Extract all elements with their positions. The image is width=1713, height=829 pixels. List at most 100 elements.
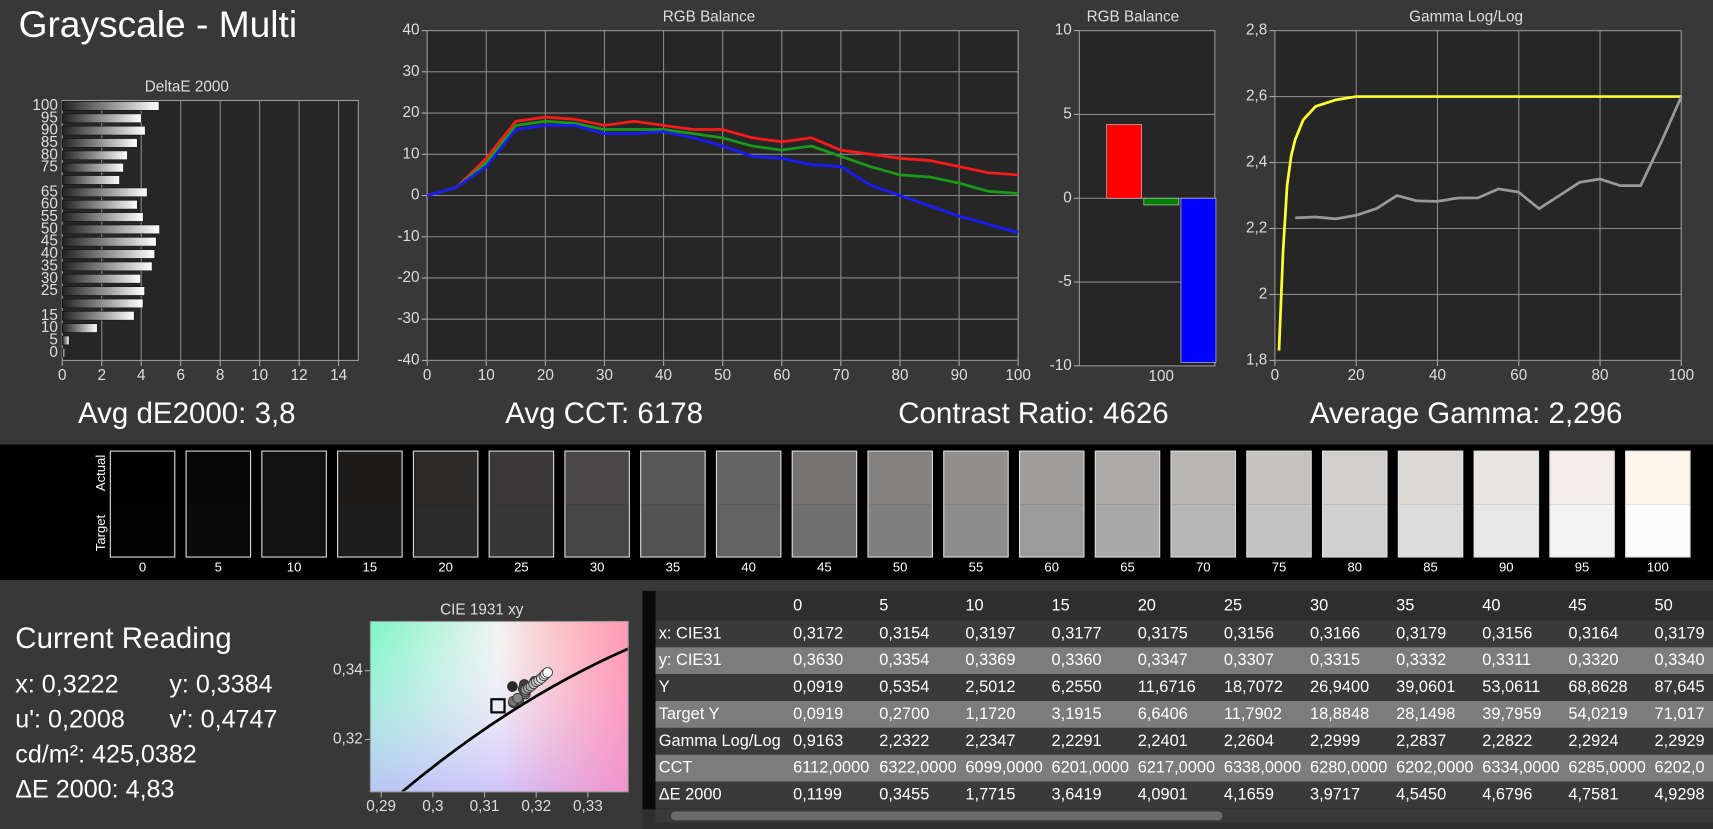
chart-title: DeltaE 2000: [145, 78, 229, 95]
series-line: [426, 119, 1019, 197]
table-cell: 39,0601: [1396, 678, 1455, 696]
y-tick-label: -20: [397, 269, 419, 286]
swatch-target: [1398, 504, 1463, 558]
swatch-actual: [337, 451, 403, 505]
x-tick-label: 20: [1348, 367, 1365, 384]
swatch-border: [867, 450, 933, 558]
table-cell: 0,3315: [1310, 651, 1360, 669]
chart-title: RGB Balance: [663, 9, 756, 26]
x-tick-label: 10: [478, 367, 495, 384]
swatch-label: 60: [1044, 559, 1059, 574]
table-row: [655, 754, 1713, 782]
x-tick-label: 100: [1669, 367, 1695, 384]
summary-stat: Contrast Ratio: 4626: [898, 397, 1168, 430]
column-header: 0: [793, 597, 802, 615]
swatch-target: [1625, 504, 1691, 558]
swatch-label: 35: [666, 559, 681, 574]
swatch-border: [1397, 450, 1464, 558]
scroll-thumb[interactable]: [670, 811, 1223, 821]
table-row: [655, 781, 1713, 809]
x-tick-label: 80: [891, 367, 908, 384]
table-cell: 3,1915: [1052, 705, 1102, 723]
swatch-border: [1473, 450, 1540, 558]
swatch-target: [1322, 504, 1388, 558]
swatch-label: 90: [1499, 559, 1514, 574]
x-tick-label: 0: [423, 367, 432, 384]
bar: [61, 286, 145, 296]
swatch-border: [1549, 450, 1615, 558]
bar: [61, 200, 138, 210]
swatch-border: [1322, 450, 1388, 558]
swatch-target: [943, 504, 1009, 558]
table-cell: 6,2550: [1052, 678, 1102, 696]
swatch-border: [1018, 450, 1085, 558]
bar: [1106, 124, 1142, 199]
y-tick-label: 65: [41, 183, 58, 200]
y-tick-label: 40: [403, 22, 420, 39]
table-cell: 26,9400: [1310, 678, 1369, 696]
bar: [61, 101, 160, 111]
table-cell: 2,2401: [1138, 732, 1188, 750]
table-cell: 0,3154: [879, 624, 929, 642]
bar: [61, 187, 148, 197]
y-tick-label: 5: [1063, 105, 1072, 122]
point: [512, 692, 523, 704]
swatch-border: [337, 450, 403, 558]
table-cell: 1,7715: [965, 786, 1015, 804]
bar: [61, 113, 142, 123]
table-cell: 2,5012: [965, 678, 1015, 696]
swatch-border: [640, 450, 706, 558]
table-cell: 4,9298: [1655, 786, 1705, 804]
table-row: [655, 700, 1713, 728]
y-tick-label: 40: [41, 245, 58, 262]
table-cell: 4,1659: [1224, 786, 1274, 804]
table-cell: 0,3320: [1568, 651, 1618, 669]
x-tick-label: 14: [330, 367, 348, 384]
swatch-label: 65: [1120, 559, 1135, 574]
swatch-border: [564, 450, 630, 558]
swatch-actual: [1398, 451, 1463, 505]
swatch-label: 20: [438, 559, 453, 574]
table-cell: 87,645: [1655, 678, 1705, 696]
column-header: 15: [1052, 597, 1070, 615]
swatch-target: [1095, 504, 1160, 558]
y-tick-label: 55: [41, 208, 58, 225]
bar: [61, 274, 141, 284]
table: 0 5 10 15 20 25 30 35 40 45 50 x: CIE31 0,3172 0,3154…: [642, 590, 1713, 829]
summary-stat: Avg CCT: 6178: [505, 397, 703, 430]
table-row: [655, 727, 1713, 755]
plot-area: [1274, 30, 1682, 361]
swatch-border: [1170, 450, 1237, 558]
table-cell: 71,017: [1655, 705, 1705, 723]
reading-title: Current Reading: [15, 622, 231, 655]
y-tick-label: 20: [403, 104, 420, 121]
table-cell: 2,2929: [1655, 732, 1705, 750]
x-tick-label: 0: [58, 367, 67, 384]
table-cell: 6201,0000: [1052, 759, 1129, 777]
row-label: x: CIE31: [659, 624, 722, 642]
row-label: Gamma Log/Log: [659, 732, 781, 750]
swatch-label: 70: [1196, 559, 1211, 574]
x-tick-label: 100: [1149, 368, 1175, 385]
y-tick-label: 0,34: [333, 662, 363, 679]
table-cell: 0,3332: [1396, 651, 1446, 669]
swatch-actual: [110, 451, 175, 505]
table-cell: 6322,0000: [879, 759, 956, 777]
swatch-row-label: Actual: [93, 455, 108, 491]
bar: [61, 163, 124, 173]
swatch-label: 95: [1575, 559, 1590, 574]
table-cell: 0,3340: [1655, 651, 1705, 669]
table-cell: 0,3197: [965, 624, 1015, 642]
swatch-target: [110, 504, 175, 558]
table-cell: 6099,0000: [965, 759, 1042, 777]
summary-stat: Average Gamma: 2,296: [1310, 397, 1623, 430]
row-label: CCT: [659, 759, 693, 777]
x-tick-label: 10: [251, 367, 268, 384]
table-cell: 3,6419: [1052, 786, 1102, 804]
column-header: 5: [879, 597, 888, 615]
table-cell: 0,1199: [793, 786, 842, 804]
table-cell: 18,7072: [1224, 678, 1283, 696]
x-tick-label: 4: [137, 367, 146, 384]
y-tick-label: 10: [1055, 22, 1072, 39]
bar: [61, 323, 98, 333]
